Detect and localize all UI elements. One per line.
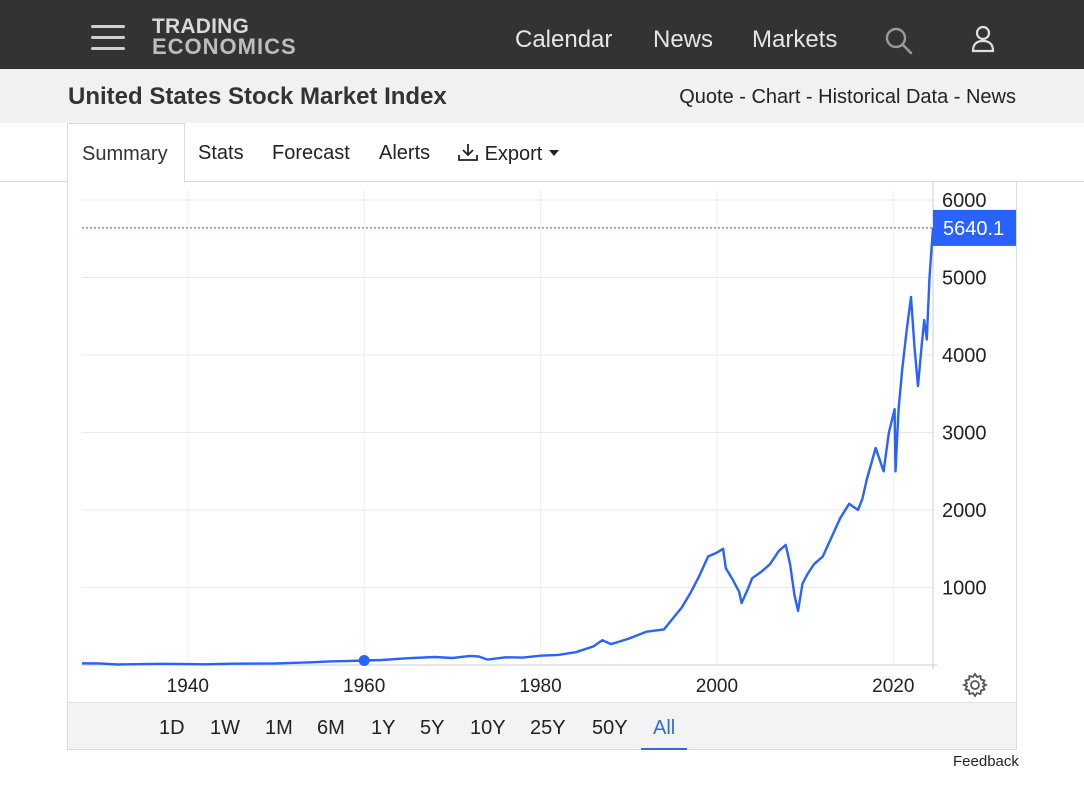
tab-summary[interactable]: Summary [67,123,185,183]
nav-markets-link[interactable]: Markets [752,26,838,53]
y-tick-label: 6000 [942,190,987,212]
range-10y-button[interactable]: 10Y [470,717,506,739]
x-tick-label: 1980 [519,676,561,697]
page-title: United States Stock Market Index [68,83,447,110]
nav-calendar-link[interactable]: Calendar [515,26,613,53]
link-separator: - [733,86,752,108]
range-1w-button[interactable]: 1W [210,717,240,739]
range-5y-button[interactable]: 5Y [420,717,445,739]
tab-stats[interactable]: Stats [198,142,244,164]
nav-news-link[interactable]: News [653,26,714,53]
y-tick-label: 2000 [942,500,987,522]
range-1m-button[interactable]: 1M [265,717,293,739]
range-6m-button[interactable]: 6M [317,717,345,739]
chart-settings-icon[interactable] [962,672,988,698]
x-tick-label: 1960 [343,676,385,697]
last-value-label: 5640.1 [943,218,1004,240]
range-50y-button[interactable]: 50Y [592,717,628,739]
tab-alerts[interactable]: Alerts [379,142,431,164]
trading-economics-logo[interactable]: TRADING ECONOMICS [152,15,297,59]
link-separator: - [948,86,966,108]
chart-link[interactable]: Chart [751,86,801,108]
x-tick-label: 2000 [696,676,738,697]
y-tick-label: 4000 [942,345,987,367]
feedback-link[interactable]: Feedback [953,753,1019,770]
tab-forecast[interactable]: Forecast [272,142,350,164]
y-tick-label: 5000 [942,268,987,290]
user-account-icon[interactable] [970,25,996,53]
active-range-indicator [641,748,687,750]
index-price-line [81,227,935,666]
range-1y-button[interactable]: 1Y [371,717,396,739]
chart-tabs: Summary Stats Forecast Alerts Export [0,123,1084,183]
x-tick-label: 1940 [167,676,209,697]
range-25y-button[interactable]: 25Y [530,717,566,739]
time-range-selector: 1D 1W 1M 6M 1Y 5Y 10Y 25Y 50Y All [68,702,1016,750]
export-label: Export [484,143,543,165]
y-tick-label: 1000 [942,578,987,600]
quick-links: Quote - Chart - Historical Data - News [679,86,1016,109]
last-value-badge [933,209,1016,246]
quote-link[interactable]: Quote [679,86,734,108]
title-bar: United States Stock Market Index Quote -… [0,69,1084,123]
y-tick-label: 3000 [942,423,987,445]
logo-line-1: TRADING [152,15,250,38]
logo-line-2: ECONOMICS [152,34,297,59]
news-link[interactable]: News [965,86,1016,108]
link-separator: - [800,86,819,108]
chart-panel: 1000 2000 3000 4000 5000 6000 1940 1960 1980 2000… [67,182,1017,750]
menu-icon[interactable] [91,25,125,51]
x-tick-label: 2020 [872,676,914,697]
export-dropdown[interactable]: Export [457,142,560,166]
range-all-button[interactable]: All [653,717,676,739]
price-chart[interactable]: 1000 2000 3000 4000 5000 6000 1940 1960 1980 2000… [68,182,1016,702]
search-icon[interactable] [884,26,914,56]
hover-point-marker [358,655,370,667]
range-1d-button[interactable]: 1D [159,717,185,739]
download-icon [458,144,478,161]
caret-down-icon [548,150,559,156]
historical-data-link[interactable]: Historical Data [818,86,949,108]
top-nav-bar: TRADING ECONOMICS Calendar News Markets [0,0,1084,69]
